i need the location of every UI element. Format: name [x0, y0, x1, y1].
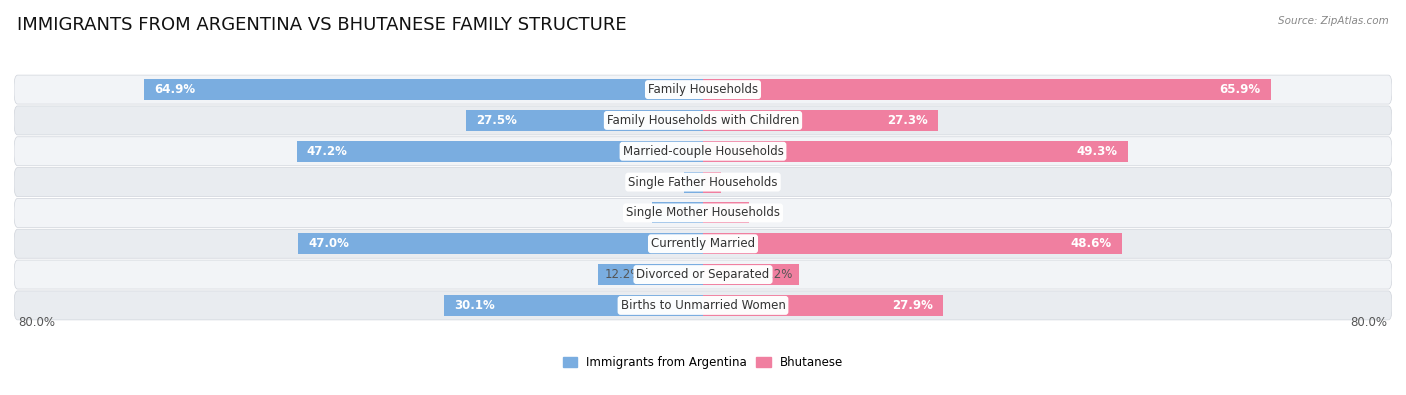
Bar	[598, 264, 703, 285]
Text: 27.5%: 27.5%	[477, 114, 517, 127]
Text: 12.2%: 12.2%	[605, 268, 643, 281]
Bar	[652, 202, 703, 224]
Bar	[298, 233, 703, 254]
Text: 64.9%: 64.9%	[155, 83, 195, 96]
Bar	[703, 79, 1271, 100]
Text: Family Households with Children: Family Households with Children	[607, 114, 799, 127]
Text: 30.1%: 30.1%	[454, 299, 495, 312]
Text: 2.1%: 2.1%	[685, 176, 714, 188]
FancyBboxPatch shape	[14, 229, 1392, 258]
FancyBboxPatch shape	[14, 167, 1392, 197]
Text: Births to Unmarried Women: Births to Unmarried Women	[620, 299, 786, 312]
Text: 5.9%: 5.9%	[659, 207, 689, 219]
Bar	[297, 141, 703, 162]
Bar	[703, 264, 800, 285]
Text: 49.3%: 49.3%	[1076, 145, 1118, 158]
Text: 47.2%: 47.2%	[307, 145, 347, 158]
Text: IMMIGRANTS FROM ARGENTINA VS BHUTANESE FAMILY STRUCTURE: IMMIGRANTS FROM ARGENTINA VS BHUTANESE F…	[17, 16, 627, 34]
FancyBboxPatch shape	[14, 198, 1392, 228]
FancyBboxPatch shape	[14, 75, 1392, 104]
FancyBboxPatch shape	[14, 291, 1392, 320]
Text: Source: ZipAtlas.com: Source: ZipAtlas.com	[1278, 16, 1389, 26]
FancyBboxPatch shape	[14, 137, 1392, 166]
Text: 80.0%: 80.0%	[18, 316, 55, 329]
FancyBboxPatch shape	[14, 260, 1392, 289]
Text: Family Households: Family Households	[648, 83, 758, 96]
Text: Married-couple Households: Married-couple Households	[623, 145, 783, 158]
Text: 47.0%: 47.0%	[308, 237, 350, 250]
Bar	[444, 295, 703, 316]
Bar	[143, 79, 703, 100]
Text: 27.9%: 27.9%	[891, 299, 934, 312]
Text: 11.2%: 11.2%	[755, 268, 793, 281]
Text: 27.3%: 27.3%	[887, 114, 928, 127]
Bar	[703, 141, 1128, 162]
Bar	[703, 202, 748, 224]
Text: 65.9%: 65.9%	[1219, 83, 1260, 96]
Text: 2.2%: 2.2%	[690, 176, 721, 188]
Text: Single Mother Households: Single Mother Households	[626, 207, 780, 219]
Bar	[467, 110, 703, 131]
Text: 5.3%: 5.3%	[711, 207, 742, 219]
Bar	[703, 295, 943, 316]
Text: Currently Married: Currently Married	[651, 237, 755, 250]
Text: Single Father Households: Single Father Households	[628, 176, 778, 188]
Text: 48.6%: 48.6%	[1070, 237, 1111, 250]
Bar	[703, 171, 721, 193]
Legend: Immigrants from Argentina, Bhutanese: Immigrants from Argentina, Bhutanese	[558, 351, 848, 374]
FancyBboxPatch shape	[14, 106, 1392, 135]
Text: Divorced or Separated: Divorced or Separated	[637, 268, 769, 281]
Bar	[703, 110, 938, 131]
Bar	[703, 233, 1122, 254]
Text: 80.0%: 80.0%	[1351, 316, 1388, 329]
Bar	[685, 171, 703, 193]
